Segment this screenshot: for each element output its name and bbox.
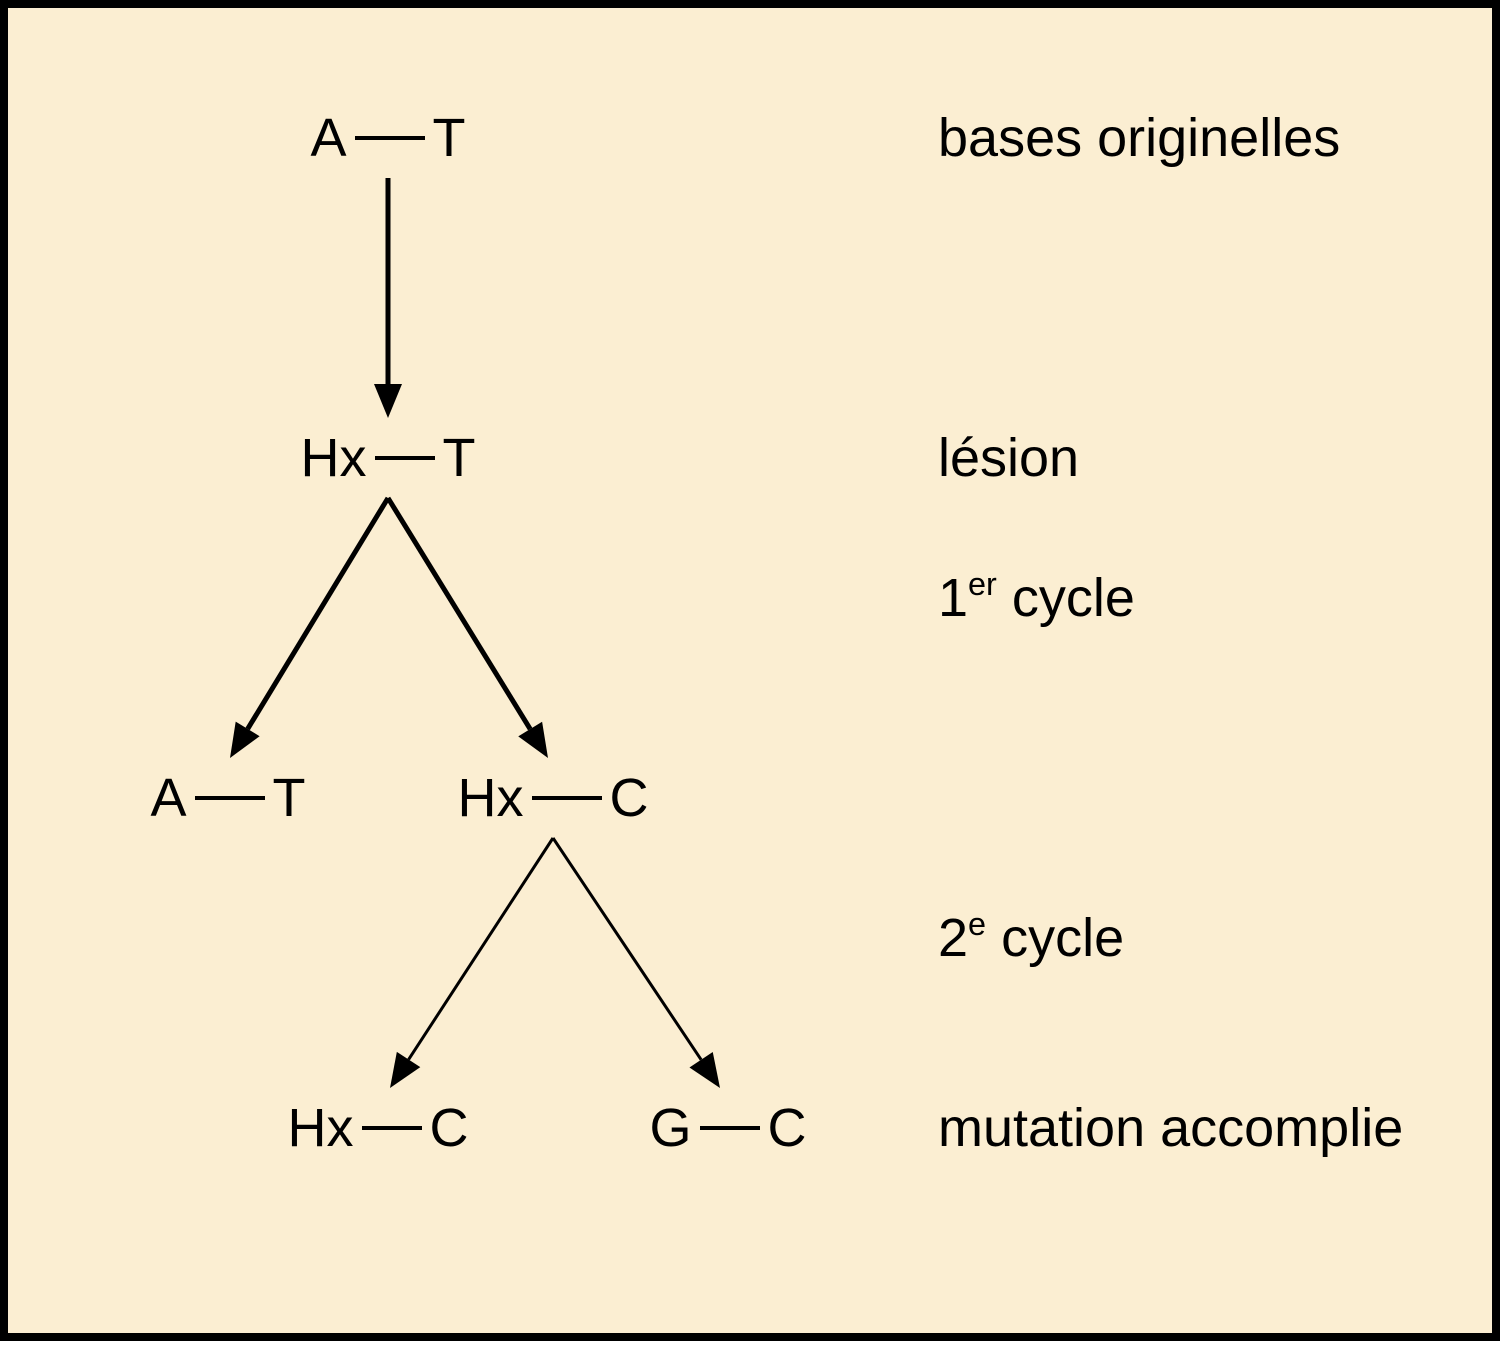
- label-text-post: cycle: [997, 568, 1135, 628]
- base-right: C: [610, 767, 649, 829]
- base-right: T: [273, 767, 306, 829]
- bond-dash: [700, 1126, 760, 1130]
- base-left: A: [311, 107, 347, 169]
- node-g-c: G C: [650, 1097, 807, 1159]
- bond-dash: [362, 1126, 422, 1130]
- label-lesion: lésion: [938, 427, 1079, 489]
- label-text-pre: 1: [938, 568, 968, 628]
- base-left: Hx: [301, 427, 367, 489]
- diagram-frame: A T Hx T A T Hx C Hx C G C bases origine…: [0, 0, 1500, 1341]
- base-right: C: [768, 1097, 807, 1159]
- label-1er-cycle: 1er cycle: [938, 567, 1135, 629]
- node-hx-t: Hx T: [301, 427, 476, 489]
- bond-dash: [532, 796, 602, 800]
- label-bases-originelles: bases originelles: [938, 107, 1340, 169]
- base-left: Hx: [458, 767, 524, 829]
- base-right: T: [433, 107, 466, 169]
- label-sup: e: [968, 906, 986, 942]
- base-right: T: [443, 427, 476, 489]
- node-hx-c-bottom: Hx C: [288, 1097, 469, 1159]
- base-right: C: [430, 1097, 469, 1159]
- base-left: Hx: [288, 1097, 354, 1159]
- base-left: A: [151, 767, 187, 829]
- node-a-t-left: A T: [151, 767, 306, 829]
- bond-dash: [375, 456, 435, 460]
- bond-dash: [195, 796, 265, 800]
- node-a-t-top: A T: [311, 107, 466, 169]
- node-hx-c-right: Hx C: [458, 767, 649, 829]
- base-left: G: [650, 1097, 692, 1159]
- label-sup: er: [968, 566, 997, 602]
- label-text-pre: 2: [938, 908, 968, 968]
- label-text-post: cycle: [986, 908, 1124, 968]
- label-2e-cycle: 2e cycle: [938, 907, 1124, 969]
- label-mutation-accomplie: mutation accomplie: [938, 1097, 1403, 1159]
- bond-dash: [355, 136, 425, 140]
